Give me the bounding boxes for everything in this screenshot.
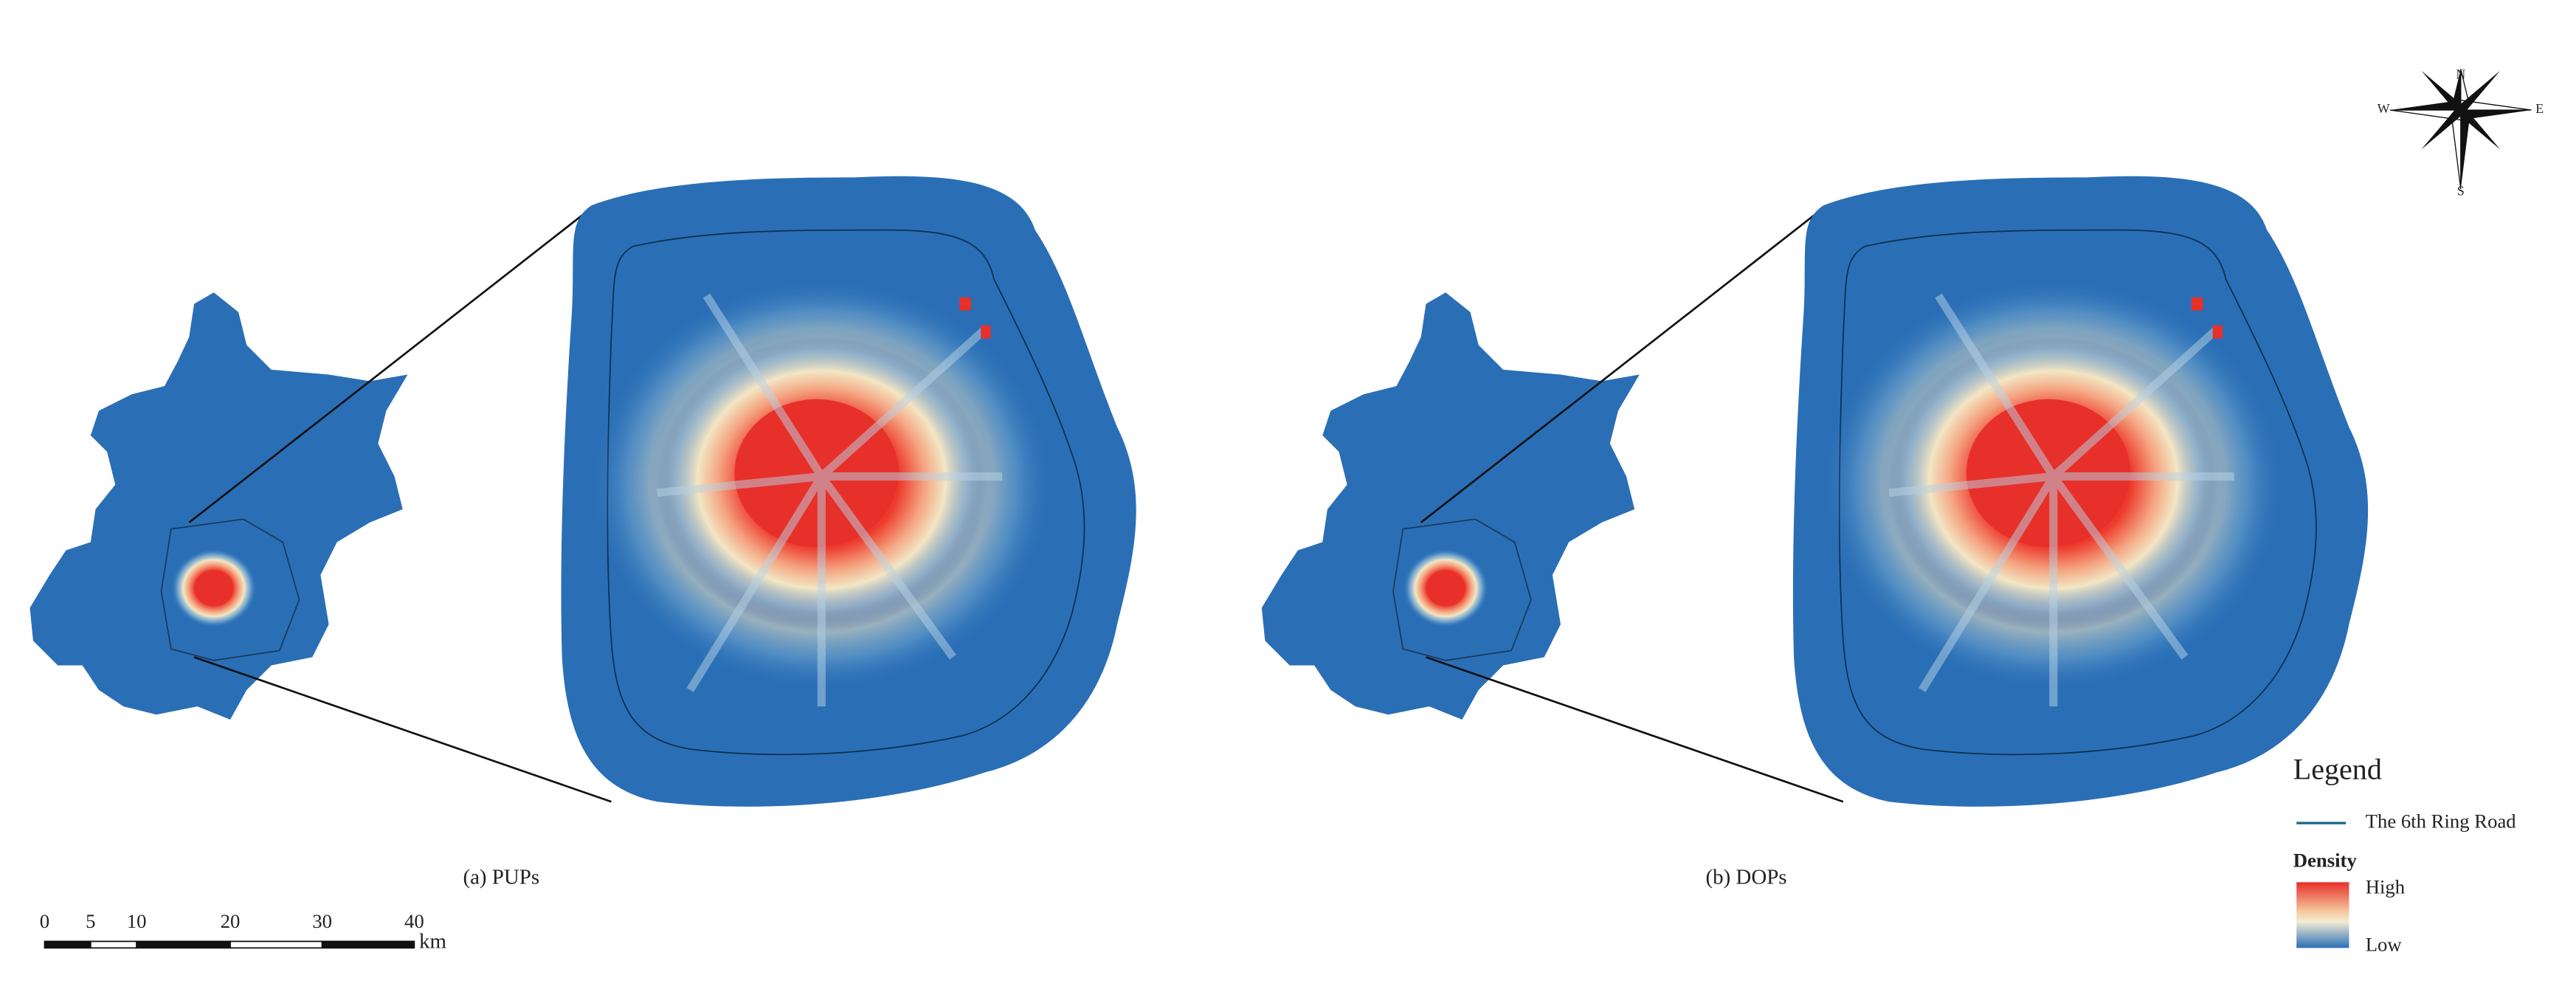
scale-segment xyxy=(229,940,323,949)
map-panel-b xyxy=(1262,176,2368,807)
map-panel-a xyxy=(30,176,1136,807)
density-ramp xyxy=(2296,882,2349,948)
compass-s: S xyxy=(2457,184,2465,199)
scale-label: 0 xyxy=(40,910,49,932)
scale-label: 10 xyxy=(127,910,147,932)
compass-w: W xyxy=(2378,101,2390,116)
caption: (a) PUPs xyxy=(463,866,539,889)
compass-e: E xyxy=(2535,101,2544,116)
legend-label: High xyxy=(2366,875,2405,897)
legend-label: The 6th Ring Road xyxy=(2366,810,2517,832)
scale-segment xyxy=(44,940,91,949)
scale-segment xyxy=(89,940,138,949)
legend-label: Low xyxy=(2366,933,2403,955)
scale-segment xyxy=(136,940,231,949)
compass-n: N xyxy=(2456,66,2465,81)
legend-subtitle: Density xyxy=(2293,850,2358,872)
scale-label: 5 xyxy=(86,910,95,932)
scale-label: 30 xyxy=(312,910,332,932)
legend: Legend The 6th Ring Road Density High Lo… xyxy=(2293,752,2517,955)
scale-unit: km xyxy=(419,929,446,953)
caption: (b) DOPs xyxy=(1705,866,1786,889)
legend-title: Legend xyxy=(2293,752,2382,785)
compass: N S W E xyxy=(2378,66,2544,198)
scale-label: 20 xyxy=(221,910,241,932)
scale-segment xyxy=(321,940,415,949)
scale-label: 40 xyxy=(404,910,424,932)
